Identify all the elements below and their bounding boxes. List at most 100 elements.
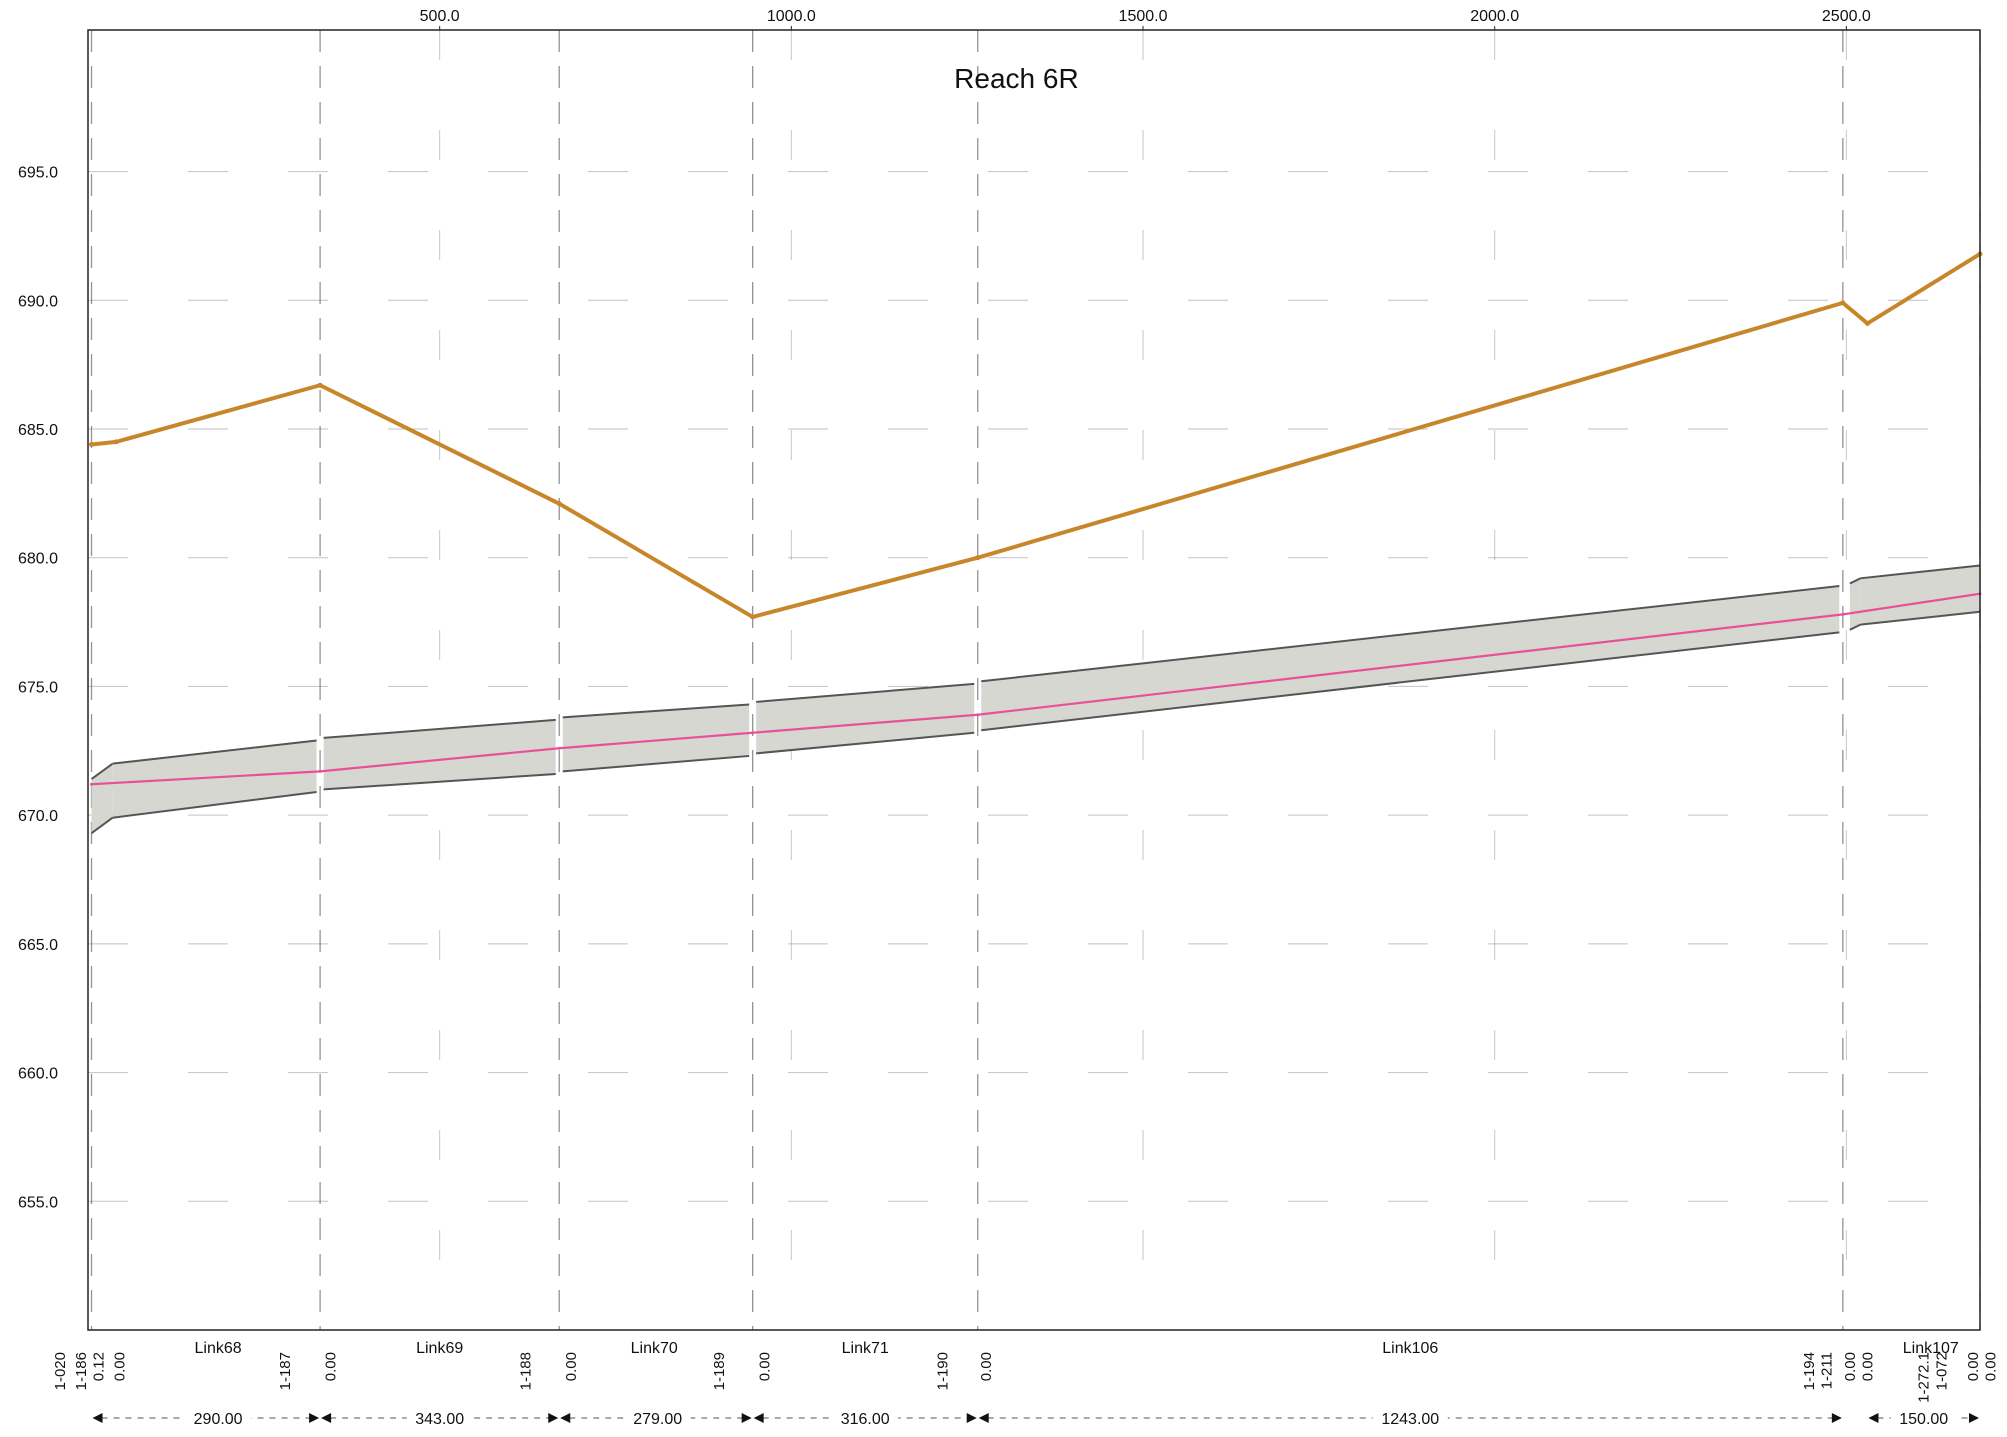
link-label: Link71 bbox=[842, 1340, 889, 1357]
pipe-invert bbox=[323, 772, 556, 791]
x-tick-label: 500.0 bbox=[420, 8, 460, 25]
node-labels: 1-020 1-186 0.12 0.00 1-187 0.00 1-188 0.00 1-18… bbox=[52, 1352, 2000, 1403]
link-label: Link106 bbox=[1382, 1340, 1438, 1357]
hgl-point bbox=[751, 731, 755, 735]
link-label: Link70 bbox=[631, 1340, 678, 1357]
node-label: 1-211 bbox=[1819, 1352, 1836, 1389]
node-label: 0.00 bbox=[563, 1352, 580, 1381]
hgl-point bbox=[976, 713, 980, 717]
ground-point bbox=[750, 614, 756, 620]
node-label: 0.12 bbox=[91, 1352, 108, 1381]
pipe-crown bbox=[1860, 564, 1981, 580]
ground-point bbox=[113, 439, 119, 445]
length-label: 316.00 bbox=[841, 1411, 890, 1428]
length-arrow-right bbox=[741, 1413, 752, 1423]
node-label: 0.00 bbox=[757, 1352, 774, 1381]
length-label-bg bbox=[1372, 1406, 1448, 1428]
node-label: 1-187 bbox=[277, 1352, 294, 1390]
pipe-fill bbox=[91, 763, 113, 834]
node-label: 0.00 bbox=[323, 1352, 340, 1381]
y-tick-label: 685.0 bbox=[18, 422, 58, 439]
pipe-invert bbox=[1849, 623, 1861, 631]
x-tick-label: 2500.0 bbox=[1822, 8, 1871, 25]
pipe-invert bbox=[562, 754, 750, 773]
pipe-segments bbox=[90, 564, 1981, 834]
node-label: 0.00 bbox=[112, 1352, 129, 1381]
node-label: 1-186 bbox=[73, 1352, 90, 1390]
node-label: 1-190 bbox=[935, 1352, 952, 1390]
length-label: 150.00 bbox=[1899, 1411, 1948, 1428]
y-tick-label: 690.0 bbox=[18, 293, 58, 310]
length-arrow-right bbox=[548, 1413, 559, 1423]
pipe-invert bbox=[756, 731, 975, 755]
pipe-invert bbox=[112, 790, 317, 819]
ground-point bbox=[1864, 320, 1870, 326]
chart-title: Reach 6R bbox=[954, 63, 1079, 94]
pipe-invert bbox=[90, 816, 114, 834]
node-label: 0.00 bbox=[1965, 1352, 1982, 1381]
y-tick-label: 665.0 bbox=[18, 937, 58, 954]
length-label-bg bbox=[624, 1406, 691, 1428]
hgl-point bbox=[318, 769, 322, 773]
ground-point bbox=[317, 382, 323, 388]
node-label: 1-194 bbox=[1801, 1352, 1818, 1390]
ground-point bbox=[1840, 300, 1846, 306]
pipe-invert bbox=[981, 631, 1840, 732]
x-tick-labels: 500.0 1000.0 1500.0 2000.0 2500.0 bbox=[420, 8, 1871, 30]
ground-point bbox=[556, 501, 562, 507]
length-arrow-left bbox=[560, 1413, 571, 1423]
node-label: 0.00 bbox=[1983, 1352, 2000, 1381]
x-tick-label: 1500.0 bbox=[1119, 8, 1168, 25]
hgl-point bbox=[1841, 612, 1845, 616]
x-tick-label: 2000.0 bbox=[1470, 8, 1519, 25]
length-arrow-left bbox=[753, 1413, 764, 1423]
link-label: Link69 bbox=[416, 1340, 463, 1357]
pipe-crown bbox=[323, 718, 556, 739]
series-lines bbox=[89, 251, 1983, 786]
node-label: 1-189 bbox=[711, 1352, 728, 1390]
y-tick-label: 675.0 bbox=[18, 679, 58, 696]
pipe-fill bbox=[756, 683, 975, 754]
length-label: 1243.00 bbox=[1381, 1411, 1439, 1428]
length-label-bg bbox=[832, 1406, 899, 1428]
link-label: Link68 bbox=[195, 1340, 242, 1357]
y-tick-label: 655.0 bbox=[18, 1194, 58, 1211]
hgl-point bbox=[90, 782, 94, 786]
node-label: 1-272.1 bbox=[1916, 1352, 1933, 1403]
pipe-crown bbox=[562, 703, 750, 719]
pipe-fill bbox=[323, 719, 556, 790]
pipe-crown bbox=[981, 585, 1840, 683]
x-tick-label: 1000.0 bbox=[767, 8, 816, 25]
y-tick-label: 670.0 bbox=[18, 808, 58, 825]
pipe-crown bbox=[1849, 577, 1861, 585]
length-arrow-right bbox=[1831, 1413, 1842, 1423]
pipe-crown bbox=[112, 739, 317, 765]
link-label: Link107 bbox=[1903, 1340, 1959, 1357]
length-label: 343.00 bbox=[415, 1411, 464, 1428]
pipe-fill bbox=[1849, 578, 1861, 630]
length-arrow-left bbox=[321, 1413, 332, 1423]
y-tick-label: 695.0 bbox=[18, 165, 58, 182]
length-label-bg bbox=[185, 1406, 252, 1428]
pipe-fill bbox=[562, 704, 750, 772]
y-tick-label: 680.0 bbox=[18, 551, 58, 568]
ground-point bbox=[89, 441, 95, 447]
length-arrow-right bbox=[1969, 1413, 1979, 1423]
length-label: 279.00 bbox=[633, 1411, 682, 1428]
length-label-bg bbox=[1890, 1406, 1957, 1428]
node-label: 0.00 bbox=[1859, 1352, 1876, 1381]
pipe-invert bbox=[1860, 610, 1981, 626]
length-arrow-left bbox=[1868, 1413, 1879, 1423]
grid-lines bbox=[88, 30, 1980, 1330]
pipe-fill bbox=[1860, 565, 1980, 625]
pipe-crown bbox=[756, 682, 975, 703]
y-tick-label: 660.0 bbox=[18, 1066, 58, 1083]
link-labels: Link68 Link69 Link70 Link71 Link106 Link107 bbox=[195, 1340, 1959, 1357]
pipe-fill bbox=[981, 586, 1840, 731]
length-arrow-left bbox=[978, 1413, 989, 1423]
node-label: 1-188 bbox=[517, 1352, 534, 1390]
length-arrow-right bbox=[309, 1413, 320, 1423]
length-arrow-left bbox=[92, 1413, 103, 1423]
node-label: 1-072 bbox=[1933, 1352, 1950, 1390]
